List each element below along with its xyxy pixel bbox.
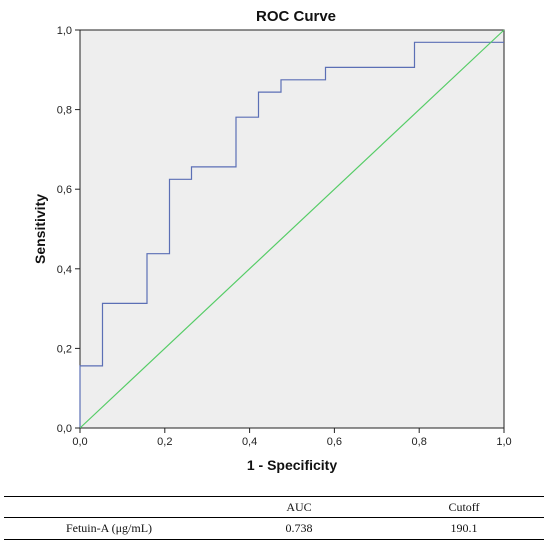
- stats-table: AUC Cutoff Fetuin-A (μg/mL) 0.738 190.1: [4, 496, 544, 540]
- table-header-cutoff: Cutoff: [384, 496, 544, 518]
- table-row: Fetuin-A (μg/mL) 0.738 190.1: [4, 517, 544, 540]
- table-header-blank: [4, 496, 214, 518]
- y-tick-label: 0,6: [57, 184, 72, 196]
- y-axis-label: Sensitivity: [32, 194, 48, 264]
- table-cell-marker: Fetuin-A (μg/mL): [4, 517, 214, 540]
- x-tick-label: 0,2: [157, 436, 172, 448]
- x-tick-label: 0,0: [72, 436, 87, 448]
- y-tick-label: 0,4: [57, 264, 72, 276]
- x-tick-label: 0,8: [412, 436, 427, 448]
- table-cell-auc: 0.738: [214, 517, 384, 540]
- y-tick-label: 1,0: [57, 25, 72, 37]
- chart-title: ROC Curve: [256, 8, 336, 25]
- x-tick-label: 0,4: [242, 436, 257, 448]
- table-header-row: AUC Cutoff: [4, 496, 544, 518]
- roc-chart: ROC Curve 0,0 0,2 0,4 0,6 0,8 1,0 0,0 0,2 0,4 0,6…: [32, 8, 512, 473]
- y-tick-label: 0,8: [57, 105, 72, 117]
- table-cell-cutoff: 190.1: [384, 517, 544, 540]
- y-tick-label: 0,0: [57, 423, 72, 435]
- table-header-auc: AUC: [214, 496, 384, 518]
- y-tick-label: 0,2: [57, 343, 72, 355]
- x-tick-label: 1,0: [496, 436, 511, 448]
- roc-curve-line: [79, 41, 504, 428]
- x-axis-label: 1 - Specificity: [247, 457, 337, 473]
- reference-line: [79, 29, 505, 429]
- x-tick-label: 0,6: [327, 436, 342, 448]
